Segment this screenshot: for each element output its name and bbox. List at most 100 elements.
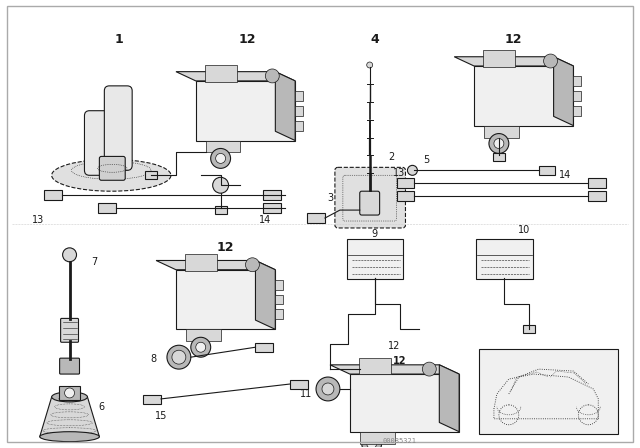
Circle shape: [167, 345, 191, 369]
Bar: [263, 203, 281, 213]
FancyBboxPatch shape: [483, 50, 515, 67]
Circle shape: [211, 148, 230, 168]
Text: 12: 12: [393, 356, 406, 366]
Text: 5: 5: [423, 155, 429, 165]
Bar: [295, 121, 303, 130]
Bar: [275, 310, 284, 319]
FancyBboxPatch shape: [347, 239, 403, 279]
Circle shape: [246, 258, 259, 271]
Bar: [143, 395, 161, 404]
Polygon shape: [196, 81, 295, 141]
Circle shape: [212, 177, 228, 193]
Circle shape: [316, 377, 340, 401]
Polygon shape: [40, 397, 99, 437]
Circle shape: [494, 138, 504, 148]
Circle shape: [191, 337, 211, 357]
Polygon shape: [330, 365, 459, 374]
Bar: [397, 191, 415, 201]
Circle shape: [322, 383, 334, 395]
Bar: [573, 106, 581, 116]
Polygon shape: [474, 66, 573, 125]
Bar: [493, 154, 505, 161]
Text: 11: 11: [300, 389, 312, 399]
Text: 12: 12: [239, 33, 256, 46]
Bar: [275, 280, 284, 289]
FancyBboxPatch shape: [84, 111, 110, 175]
Bar: [205, 141, 241, 152]
Text: 10: 10: [518, 225, 530, 235]
Circle shape: [489, 134, 509, 154]
Text: 1: 1: [115, 33, 124, 46]
Polygon shape: [275, 72, 295, 141]
Text: 4: 4: [371, 33, 379, 46]
Bar: [275, 294, 284, 305]
Text: 3: 3: [327, 193, 333, 203]
Circle shape: [266, 69, 279, 83]
Text: 2: 2: [388, 152, 395, 163]
Bar: [573, 76, 581, 86]
FancyBboxPatch shape: [104, 86, 132, 170]
Circle shape: [422, 362, 436, 376]
Polygon shape: [554, 57, 573, 125]
Bar: [214, 206, 227, 214]
Polygon shape: [176, 270, 275, 329]
Circle shape: [543, 54, 557, 68]
Polygon shape: [176, 72, 295, 81]
Text: 13: 13: [394, 168, 406, 178]
Text: 9: 9: [372, 229, 378, 239]
Text: 14: 14: [259, 215, 271, 225]
Circle shape: [65, 388, 74, 398]
Bar: [479, 349, 618, 434]
Bar: [263, 190, 281, 200]
FancyBboxPatch shape: [359, 358, 390, 374]
Text: 6: 6: [99, 402, 104, 412]
Circle shape: [216, 154, 225, 164]
Bar: [573, 91, 581, 101]
Polygon shape: [255, 260, 275, 329]
FancyBboxPatch shape: [185, 254, 217, 271]
Circle shape: [362, 434, 381, 448]
FancyBboxPatch shape: [360, 191, 380, 215]
Bar: [99, 203, 116, 213]
Polygon shape: [439, 365, 459, 432]
Text: 8: 8: [150, 354, 156, 364]
FancyBboxPatch shape: [99, 156, 125, 180]
Text: 15: 15: [155, 411, 167, 421]
Text: 12: 12: [388, 341, 401, 351]
Polygon shape: [454, 57, 573, 66]
Bar: [290, 380, 308, 389]
Bar: [588, 178, 606, 188]
Bar: [44, 190, 61, 200]
Polygon shape: [156, 260, 275, 270]
Text: 12: 12: [505, 33, 522, 46]
Text: 00085321: 00085321: [383, 438, 417, 444]
Bar: [484, 125, 519, 138]
Bar: [588, 191, 606, 201]
Bar: [295, 106, 303, 116]
Circle shape: [367, 439, 377, 448]
Ellipse shape: [52, 159, 171, 191]
Text: 14: 14: [559, 170, 571, 180]
Text: 12: 12: [217, 241, 234, 254]
FancyBboxPatch shape: [61, 319, 79, 342]
FancyBboxPatch shape: [205, 65, 237, 82]
Bar: [523, 325, 534, 333]
Circle shape: [63, 248, 77, 262]
Polygon shape: [350, 374, 459, 432]
FancyBboxPatch shape: [59, 386, 81, 400]
Bar: [307, 213, 325, 223]
Bar: [186, 329, 221, 341]
FancyBboxPatch shape: [60, 358, 79, 374]
Circle shape: [367, 62, 372, 68]
Text: 13: 13: [31, 215, 44, 225]
Ellipse shape: [40, 432, 99, 442]
Bar: [295, 91, 303, 101]
Text: 7: 7: [92, 257, 98, 267]
Bar: [145, 171, 157, 179]
FancyBboxPatch shape: [335, 168, 406, 228]
Bar: [539, 166, 554, 175]
Bar: [360, 432, 394, 444]
Circle shape: [196, 342, 205, 352]
FancyBboxPatch shape: [476, 239, 532, 279]
Circle shape: [408, 165, 417, 175]
